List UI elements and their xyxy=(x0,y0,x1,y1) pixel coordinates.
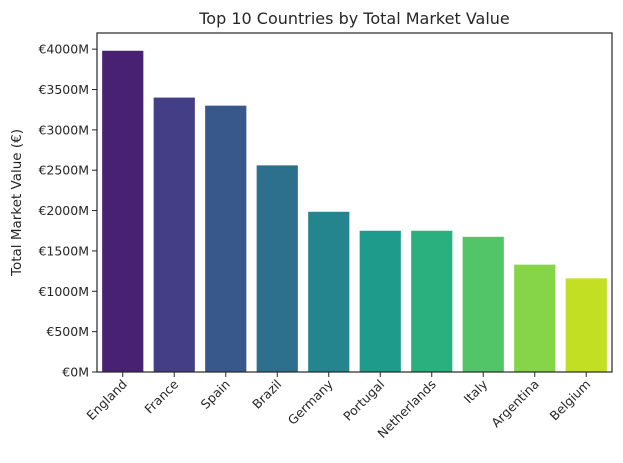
y-tick-label: €3500M xyxy=(38,82,89,97)
bar-netherlands xyxy=(411,230,453,372)
y-tick-label: €4000M xyxy=(38,42,89,57)
x-tick-label: France xyxy=(141,376,181,416)
x-axis-ticks: England France Spain Brazil Germany PortugalN… xyxy=(83,372,593,441)
y-tick-label: €2000M xyxy=(38,203,89,218)
x-tick-label: Germany xyxy=(285,376,337,428)
bar-spain xyxy=(205,105,247,373)
y-axis-label: Total Market Value (€) xyxy=(9,129,25,277)
bar-argentina xyxy=(514,264,556,372)
bar-brazil xyxy=(256,165,298,372)
bar-italy xyxy=(462,236,504,372)
y-tick-label: €500M xyxy=(46,324,89,339)
x-tick-label: Spain xyxy=(198,377,233,412)
x-tick-label: Brazil xyxy=(249,377,284,412)
bar-portugal xyxy=(359,230,401,372)
x-tick-label: Argentina xyxy=(488,377,542,431)
y-tick-label: €3000M xyxy=(38,122,89,137)
chart-title: Top 10 Countries by Total Market Value xyxy=(198,9,510,28)
y-tick-label: €1500M xyxy=(38,243,89,258)
x-tick-label: Portugal xyxy=(340,377,387,424)
x-tick-label: England xyxy=(83,377,129,423)
bar-england xyxy=(102,50,144,372)
y-tick-label: €0M xyxy=(62,365,89,380)
x-tick-label: Belgium xyxy=(547,377,594,424)
x-tick-label: Italy xyxy=(461,376,491,406)
y-tick-label: €2500M xyxy=(38,163,89,178)
bar-belgium xyxy=(565,278,607,372)
bar-germany xyxy=(308,211,350,372)
plot-frame xyxy=(96,32,613,373)
bar-france xyxy=(153,97,195,373)
y-tick-label: €1000M xyxy=(38,284,89,299)
bars-group xyxy=(102,50,607,373)
y-axis-ticks: €0M €500M €1000M €1500M €2000M €2500M €3000M €3… xyxy=(38,42,97,380)
